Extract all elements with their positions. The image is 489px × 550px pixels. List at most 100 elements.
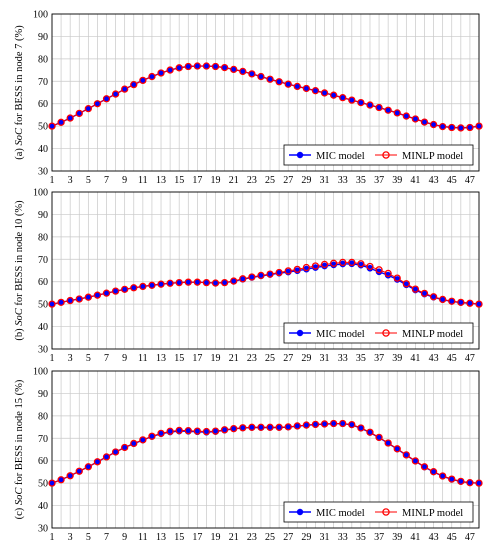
data-point-minlp xyxy=(275,78,283,86)
data-point-minlp xyxy=(211,427,220,435)
x-tick-label: 33 xyxy=(338,175,348,186)
data-point-minlp xyxy=(420,289,429,298)
x-tick-label: 23 xyxy=(247,175,257,186)
x-tick-label: 25 xyxy=(265,353,275,364)
data-point-minlp xyxy=(311,262,320,270)
data-point-minlp xyxy=(130,81,138,89)
y-tick-label: 80 xyxy=(38,54,48,65)
legend-label-minlp: MINLP model xyxy=(402,508,463,519)
data-point-minlp xyxy=(248,423,256,431)
data-point-minlp xyxy=(457,477,465,485)
data-point-minlp xyxy=(166,427,174,435)
y-tick-label: 90 xyxy=(38,210,48,221)
data-point-minlp xyxy=(475,479,483,487)
data-point-minlp xyxy=(266,75,274,83)
x-tick-label: 29 xyxy=(301,353,311,364)
data-point-minlp xyxy=(293,422,301,430)
x-tick-label: 3 xyxy=(68,353,73,364)
data-point-minlp xyxy=(230,277,238,285)
data-point-minlp xyxy=(320,260,329,269)
data-point-minlp xyxy=(193,62,202,70)
data-point-mic xyxy=(375,268,383,276)
x-tick-label: 9 xyxy=(122,532,127,543)
data-point-minlp xyxy=(457,124,465,132)
data-point-minlp xyxy=(329,259,338,267)
data-point-minlp xyxy=(284,423,292,431)
data-point-minlp xyxy=(302,84,311,93)
data-point-minlp xyxy=(293,265,301,274)
data-point-minlp xyxy=(411,285,420,293)
legend-marker-mic xyxy=(296,508,304,516)
data-point-minlp xyxy=(339,419,347,428)
x-tick-label: 15 xyxy=(174,532,184,543)
x-tick-label: 17 xyxy=(192,175,202,186)
x-tick-label: 7 xyxy=(104,353,109,364)
x-tick-label: 11 xyxy=(138,175,148,186)
data-point-minlp xyxy=(357,424,365,432)
data-point-minlp xyxy=(202,278,211,287)
series-line-minlp xyxy=(51,261,480,305)
y-tick-label: 70 xyxy=(38,77,48,88)
y-tick-label: 40 xyxy=(38,322,48,333)
data-point-minlp xyxy=(375,266,383,274)
x-tick-label: 47 xyxy=(465,353,475,364)
data-point-minlp xyxy=(366,101,374,109)
x-tick-label: 13 xyxy=(156,353,166,364)
x-tick-label: 43 xyxy=(429,532,439,543)
data-point-minlp xyxy=(102,95,111,103)
data-point-minlp xyxy=(184,62,192,71)
y-tick-label: 70 xyxy=(38,255,48,266)
legend-marker-mic xyxy=(296,151,304,159)
data-point-minlp xyxy=(211,62,220,71)
data-point-minlp xyxy=(202,62,211,70)
x-tick-label: 27 xyxy=(283,353,293,364)
data-point-minlp xyxy=(157,429,165,438)
data-point-minlp xyxy=(75,467,83,475)
y-tick-label: 30 xyxy=(38,524,48,535)
data-point-minlp xyxy=(239,424,247,432)
data-point-minlp xyxy=(184,427,192,435)
y-tick-label: 50 xyxy=(38,300,48,311)
y-axis-label: (b) SoC for BESS in node 10 (%) xyxy=(14,200,25,341)
data-point-minlp xyxy=(293,82,301,91)
data-point-minlp xyxy=(393,109,401,117)
x-tick-label: 41 xyxy=(410,353,420,364)
x-tick-label: 15 xyxy=(174,175,184,186)
data-point-minlp xyxy=(148,72,156,81)
data-point-minlp xyxy=(193,278,202,286)
x-tick-label: 37 xyxy=(374,353,384,364)
data-point-minlp xyxy=(284,267,292,275)
data-point-minlp xyxy=(157,69,165,77)
y-tick-label: 100 xyxy=(33,367,48,378)
x-tick-label: 43 xyxy=(429,353,439,364)
x-tick-label: 3 xyxy=(68,175,73,186)
x-tick-label: 7 xyxy=(104,532,109,543)
x-tick-label: 11 xyxy=(138,353,148,364)
data-point-minlp xyxy=(411,115,420,123)
data-point-minlp xyxy=(66,114,74,122)
x-tick-label: 5 xyxy=(86,353,91,364)
y-tick-label: 60 xyxy=(38,277,48,288)
x-tick-label: 15 xyxy=(174,353,184,364)
data-point-minlp xyxy=(48,300,56,308)
data-point-minlp xyxy=(275,423,283,431)
x-tick-label: 27 xyxy=(283,532,293,543)
x-tick-label: 33 xyxy=(338,353,348,364)
legend-label-mic: MIC model xyxy=(316,329,365,340)
data-point-minlp xyxy=(357,98,365,107)
data-point-minlp xyxy=(111,287,120,295)
data-point-minlp xyxy=(429,293,438,301)
data-point-minlp xyxy=(448,475,456,483)
data-point-minlp xyxy=(266,270,274,278)
x-tick-label: 11 xyxy=(138,532,148,543)
x-tick-label: 5 xyxy=(86,175,91,186)
data-point-minlp xyxy=(448,297,456,305)
plot-frame xyxy=(51,13,480,172)
legend-label-minlp: MINLP model xyxy=(402,329,463,340)
x-tick-label: 25 xyxy=(265,175,275,186)
data-point-minlp xyxy=(429,468,438,476)
x-tick-label: 39 xyxy=(392,532,402,543)
